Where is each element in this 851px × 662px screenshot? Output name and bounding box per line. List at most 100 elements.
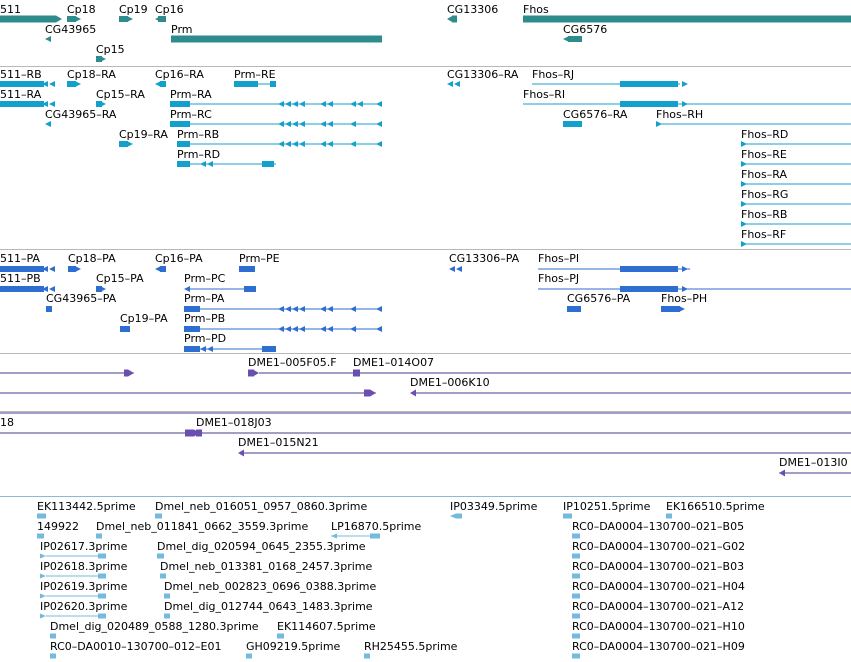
transcript-glyph[interactable]: [320, 121, 326, 127]
est-label[interactable]: IP02618.3prime: [40, 560, 128, 573]
protein-glyph[interactable]: [184, 326, 200, 332]
est-label[interactable]: RH25455.5prime: [364, 640, 458, 653]
transcript-glyph[interactable]: [620, 81, 678, 87]
clone-label[interactable]: 18: [0, 416, 14, 429]
transcript-glyph[interactable]: [28, 101, 34, 107]
est-label[interactable]: RC0–DA0004–130700–021–B03: [572, 560, 745, 573]
clone-label[interactable]: DME1–005F05.F: [248, 356, 337, 369]
protein-glyph[interactable]: [350, 306, 356, 312]
transcript-glyph[interactable]: [741, 201, 747, 207]
protein-label[interactable]: 511–PA: [0, 252, 40, 265]
clone-glyph[interactable]: [128, 369, 134, 377]
transcript-glyph[interactable]: [207, 161, 213, 167]
transcript-glyph[interactable]: [454, 81, 460, 87]
est-label[interactable]: RC0–DA0004–130700–021–H04: [572, 580, 745, 593]
clone-glyph[interactable]: [244, 452, 851, 454]
transcript-glyph[interactable]: [278, 141, 284, 147]
transcript-glyph[interactable]: [119, 141, 128, 147]
transcript-glyph[interactable]: [741, 141, 747, 147]
protein-glyph[interactable]: [292, 306, 298, 312]
transcript-glyph[interactable]: [45, 121, 51, 127]
gene-label[interactable]: Cp18: [67, 3, 96, 16]
protein-glyph[interactable]: [96, 286, 102, 292]
transcript-glyph[interactable]: [327, 141, 333, 147]
gene-label[interactable]: Cp19: [119, 3, 148, 16]
clone-glyph[interactable]: [779, 472, 851, 474]
est-glyph[interactable]: [37, 533, 44, 539]
protein-glyph[interactable]: [244, 286, 256, 292]
transcript-glyph[interactable]: [292, 101, 298, 107]
protein-glyph[interactable]: [49, 266, 55, 272]
transcript-glyph[interactable]: [563, 121, 582, 127]
transcript-label[interactable]: Fhos–RI: [523, 88, 566, 101]
clone-label[interactable]: DME1–013I0: [779, 456, 848, 469]
est-glyph[interactable]: [40, 573, 46, 579]
gene-glyph[interactable]: [100, 56, 106, 62]
protein-glyph[interactable]: [620, 286, 678, 292]
protein-glyph[interactable]: [278, 306, 284, 312]
clone-glyph[interactable]: [248, 369, 254, 377]
est-label[interactable]: IP02619.3prime: [40, 580, 128, 593]
gene-glyph[interactable]: [45, 36, 51, 42]
protein-glyph[interactable]: [75, 266, 81, 272]
est-label[interactable]: EK114607.5prime: [277, 620, 376, 633]
protein-glyph[interactable]: [184, 306, 200, 312]
clone-glyph[interactable]: [238, 449, 244, 457]
transcript-glyph[interactable]: [656, 121, 662, 127]
transcript-glyph[interactable]: [656, 123, 851, 125]
protein-glyph[interactable]: [35, 266, 41, 272]
transcript-glyph[interactable]: [127, 141, 133, 147]
est-label[interactable]: RC0–DA0010–130700–012–E01: [50, 640, 222, 653]
est-label[interactable]: Dmel_dig_020489_0588_1280.3prime: [50, 620, 259, 633]
est-glyph[interactable]: [46, 615, 106, 617]
transcript-glyph[interactable]: [170, 121, 190, 127]
gene-glyph[interactable]: [67, 16, 76, 22]
est-label[interactable]: Dmel_neb_011841_0662_3559.3prime: [96, 520, 309, 533]
clone-glyph[interactable]: [185, 429, 194, 437]
est-glyph[interactable]: [98, 593, 106, 599]
clone-glyph[interactable]: [0, 412, 851, 414]
protein-glyph[interactable]: [320, 326, 326, 332]
transcript-glyph[interactable]: [682, 81, 688, 87]
clone-glyph[interactable]: [253, 369, 259, 377]
transcript-glyph[interactable]: [285, 121, 291, 127]
transcript-glyph[interactable]: [285, 141, 291, 147]
protein-glyph[interactable]: [0, 266, 6, 272]
transcript-glyph[interactable]: [234, 81, 258, 87]
protein-glyph[interactable]: [262, 346, 276, 352]
transcript-glyph[interactable]: [0, 101, 6, 107]
protein-glyph[interactable]: [299, 326, 305, 332]
protein-label[interactable]: CG13306–PA: [449, 252, 520, 265]
transcript-glyph[interactable]: [278, 101, 284, 107]
gene-glyph[interactable]: [0, 15, 56, 23]
protein-glyph[interactable]: [14, 286, 20, 292]
transcript-glyph[interactable]: [741, 243, 851, 245]
clone-glyph[interactable]: [202, 432, 851, 434]
est-label[interactable]: RC0–DA0004–130700–021–G02: [572, 540, 746, 553]
gene-label[interactable]: CG6576: [563, 23, 608, 36]
transcript-glyph[interactable]: [0, 81, 6, 87]
est-label[interactable]: LP16870.5prime: [331, 520, 422, 533]
transcript-label[interactable]: Prm–RC: [170, 108, 212, 121]
protein-glyph[interactable]: [299, 306, 305, 312]
protein-glyph[interactable]: [100, 286, 106, 292]
gene-glyph[interactable]: [158, 16, 166, 22]
transcript-glyph[interactable]: [177, 141, 190, 147]
protein-glyph[interactable]: [320, 306, 326, 312]
protein-glyph[interactable]: [28, 266, 34, 272]
est-glyph[interactable]: [456, 513, 462, 519]
protein-label[interactable]: Prm–PD: [184, 332, 227, 345]
protein-glyph[interactable]: [278, 326, 284, 332]
protein-glyph[interactable]: [14, 266, 20, 272]
transcript-glyph[interactable]: [75, 81, 81, 87]
protein-glyph[interactable]: [184, 346, 200, 352]
protein-label[interactable]: Cp16–PA: [155, 252, 203, 265]
protein-glyph[interactable]: [120, 326, 130, 332]
gene-label[interactable]: CG13306: [447, 3, 499, 16]
clone-glyph[interactable]: [0, 392, 376, 394]
est-label[interactable]: Dmel_neb_002823_0696_0388.3prime: [164, 580, 377, 593]
protein-glyph[interactable]: [155, 266, 161, 272]
protein-glyph[interactable]: [292, 326, 298, 332]
est-label[interactable]: Dmel_dig_020594_0645_2355.3prime: [157, 540, 366, 553]
gene-glyph[interactable]: [75, 16, 81, 22]
